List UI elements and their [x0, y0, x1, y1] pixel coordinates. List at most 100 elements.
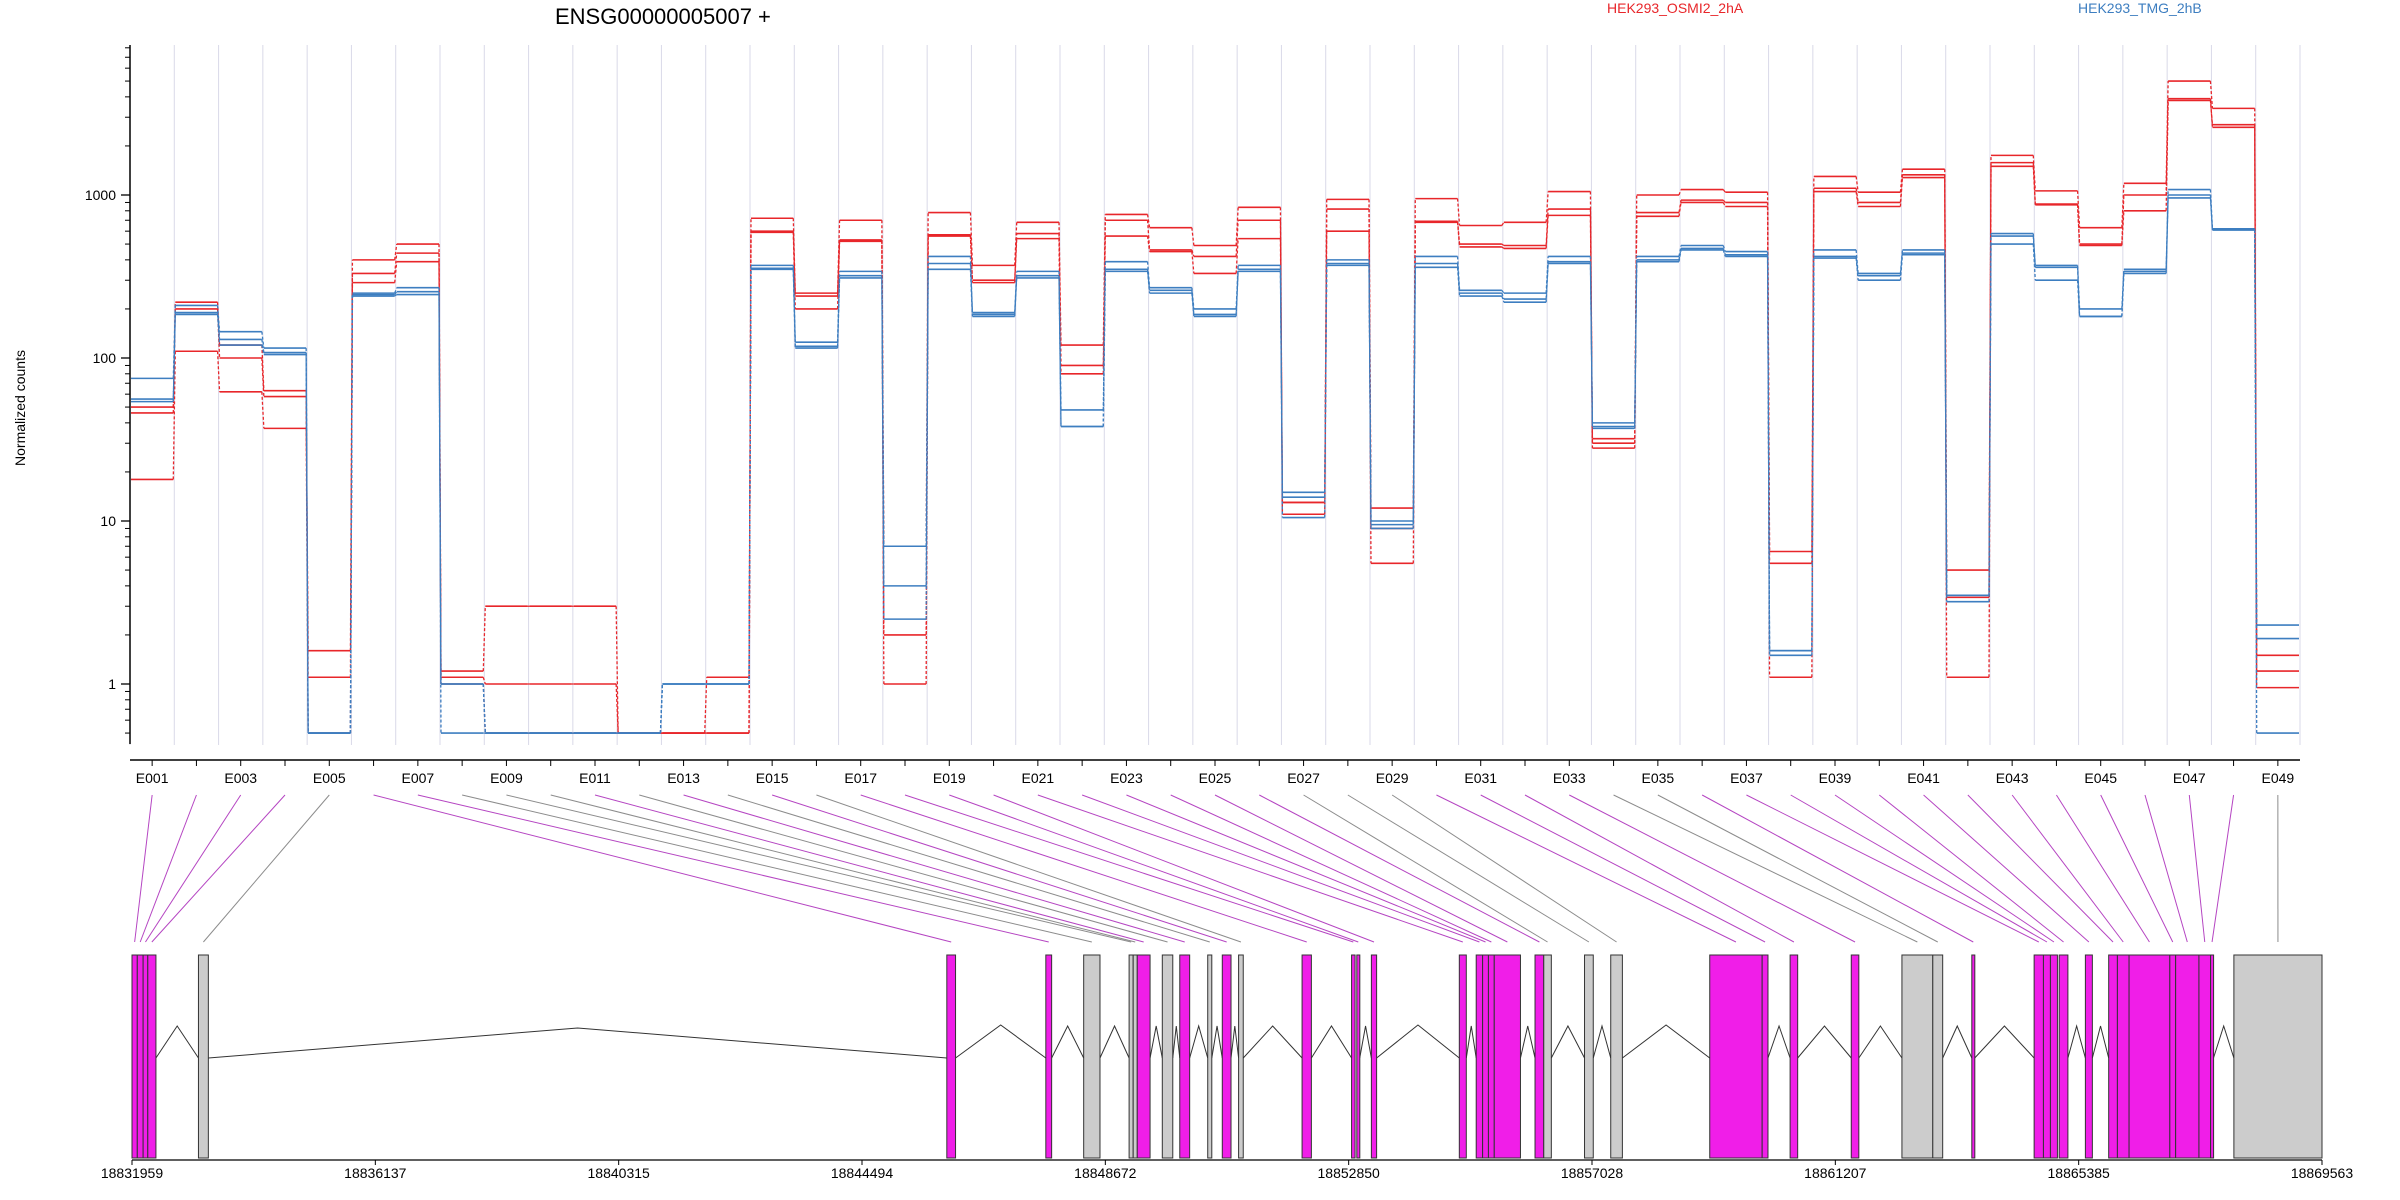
series-connector [305, 354, 309, 734]
exon-block-E002 [136, 954, 144, 1159]
series-connector [615, 683, 619, 734]
series-connector [2165, 197, 2169, 274]
exon-tick-label: E013 [667, 770, 700, 786]
exon-block-E009 [1128, 954, 1134, 1159]
series-connector [1722, 245, 1726, 252]
series-connector [1501, 221, 1505, 226]
exon-block-E005 [197, 954, 209, 1159]
exon-block-E008 [1083, 954, 1101, 1159]
series-connector [438, 294, 442, 734]
series-1 [131, 99, 2299, 734]
exon-link-line [1126, 794, 1486, 943]
series-connector [2076, 204, 2081, 246]
exon-tick-label: E025 [1199, 770, 1232, 786]
series-connector [1191, 227, 1195, 246]
series-connector [836, 241, 841, 309]
series-connector [1899, 254, 1904, 281]
exon-link-line [860, 794, 1307, 943]
series-connector [2121, 210, 2125, 246]
exon-tick-label: E017 [844, 770, 877, 786]
exon-tick-label: E015 [756, 770, 789, 786]
series-connector [1235, 238, 1239, 274]
genomic-tick-label: 18869563 [2291, 1165, 2354, 1181]
exon-block-E030 [1709, 954, 1763, 1159]
series-connector [1678, 249, 1682, 262]
intron-line [1189, 1024, 1209, 1059]
exon-tick-label: E007 [402, 770, 435, 786]
exon-link-line [2100, 794, 2174, 943]
series-connector [1634, 259, 1638, 427]
intron-line [1376, 1024, 1460, 1059]
exon-axis: E001 E003 E005 E007 E009 E011 E013 E015 E017 E019… [130, 759, 2300, 786]
series-connector [1456, 198, 1461, 226]
exon-link-line [1480, 794, 1766, 943]
exon-tick-label: E035 [1642, 770, 1675, 786]
intron-line [2067, 1024, 2086, 1059]
series-connector [2165, 194, 2169, 272]
series-connector [261, 345, 265, 391]
intron-line [1230, 1025, 1240, 1059]
exon-block-E010 [1132, 954, 1138, 1159]
series-2 [131, 97, 2299, 734]
exon-block-E013 [1179, 954, 1191, 1159]
exon-tick-label: E049 [2262, 770, 2295, 786]
exon-block-E048 [2210, 954, 2215, 1159]
series-connector [216, 305, 221, 332]
intron-line [1211, 1025, 1223, 1059]
series-connector [261, 331, 265, 349]
exon-link-line [2056, 794, 2150, 943]
series-connector [1855, 188, 1859, 203]
exon-link-line [506, 794, 1132, 943]
intron-line [1858, 1025, 1903, 1059]
exon-block-E026 [1534, 954, 1545, 1159]
series-connector [1811, 258, 1815, 656]
exon-link-line [2188, 794, 2206, 943]
exon-link-line [1878, 794, 2064, 943]
series-connector [1899, 249, 1904, 274]
series-connector [925, 269, 929, 620]
series-connector [2165, 98, 2169, 211]
series-5 [131, 197, 2299, 734]
exon-block-E020 [1370, 954, 1378, 1159]
series-connector [1456, 222, 1461, 248]
exon-link-line [771, 794, 1227, 943]
series-connector [1014, 277, 1018, 317]
series-connector [482, 677, 486, 685]
exon-link-line [904, 794, 1354, 943]
series-connector [172, 351, 176, 480]
series-connector [2121, 269, 2125, 309]
series-connector [1501, 246, 1505, 249]
intron-line [1242, 1025, 1303, 1059]
series-0 [131, 80, 2299, 734]
series-connector [1589, 263, 1594, 429]
series-connector [2121, 194, 2125, 245]
series-connector [1146, 235, 1151, 252]
series-connector [1235, 271, 1239, 317]
series-connector [969, 236, 974, 283]
y-axis-label: Normalized counts [12, 350, 28, 466]
exon-link-line [1436, 794, 1737, 943]
exon-block-E024 [1487, 954, 1495, 1159]
exon-link-line [639, 794, 1168, 943]
series-connector [1722, 202, 1726, 207]
chart-title: ENSG00000005007 + [555, 4, 771, 29]
exon-block-E019 [1356, 954, 1361, 1159]
exon-link-line [1613, 794, 1918, 943]
exon-block-E025 [1493, 954, 1521, 1159]
genomic-tick-label: 18861207 [1804, 1165, 1867, 1181]
exon-link-line [1214, 794, 1508, 943]
exon-block-E006 [946, 954, 957, 1159]
exon-link-line [1701, 794, 1974, 943]
intron-line [208, 1027, 947, 1059]
intron-line [2091, 1025, 2110, 1059]
series-connector [1146, 214, 1151, 228]
intron-line [1149, 1025, 1163, 1059]
series-connector [1191, 249, 1195, 257]
series-connector [969, 269, 974, 317]
series-connector [394, 253, 398, 274]
series-connector [261, 357, 265, 397]
exon-link-line [145, 794, 242, 943]
series-connector [1855, 258, 1859, 281]
series-connector [1678, 202, 1682, 217]
y-tick-label: 1000 [85, 187, 116, 203]
